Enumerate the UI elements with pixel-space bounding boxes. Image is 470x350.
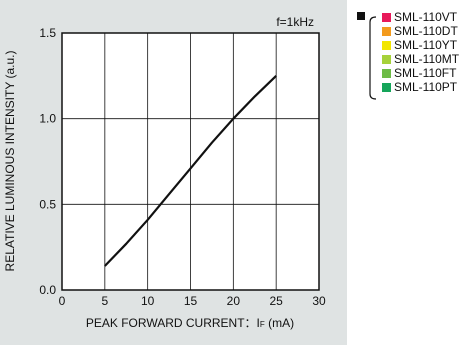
x-tick-label: 20	[227, 294, 241, 308]
x-tick-label: 10	[141, 294, 155, 308]
legend-swatch	[382, 26, 391, 36]
legend-label: SML-110MT	[394, 52, 460, 66]
legend: SML-110VT SML-110DT SML-110YT SML-110MT SML-…	[356, 10, 468, 110]
series-line	[104, 75, 277, 267]
x-tick-label: 30	[312, 294, 326, 308]
legend-swatch	[382, 68, 391, 78]
x-tick-labels: 0 5 10 15 20 25 30	[59, 294, 326, 308]
legend-swatch	[382, 54, 391, 64]
y-tick-label: 0.0	[39, 283, 56, 297]
x-tick-label: 0	[59, 294, 66, 308]
legend-label: SML-110DT	[394, 24, 458, 38]
x-tick-label: 15	[184, 294, 198, 308]
y-tick-labels: 0.0 0.5 1.0 1.5	[39, 26, 56, 297]
legend-item: SML-110PT	[382, 80, 457, 94]
y-tick-label: 1.0	[39, 112, 56, 126]
x-tick-label: 25	[269, 294, 283, 308]
legend-line-marker	[357, 12, 365, 20]
chart-svg: 0 5 10 15 20 25 30 0.0 0.5 1.0 1.5 f=1kHz RELATIV…	[3, 15, 326, 330]
legend-swatch	[382, 82, 391, 92]
y-axis-label: RELATIVE LUMINOUS INTENSITY (a.u.)	[3, 51, 17, 272]
legend-label: SML-110FT	[394, 66, 457, 80]
legend-label: SML-110PT	[394, 80, 458, 94]
legend-label: SML-110YT	[394, 38, 458, 52]
x-axis-label-main: PEAK FORWARD CURRENT：I	[86, 316, 260, 330]
legend-bracket	[369, 16, 377, 100]
chart-panel: 0 5 10 15 20 25 30 0.0 0.5 1.0 1.5 f=1kHz RELATIV…	[0, 0, 347, 345]
x-axis-label: PEAK FORWARD CURRENT：IF (mA)	[86, 316, 294, 330]
legend-item: SML-110DT	[382, 24, 458, 38]
y-tick-label: 1.5	[39, 26, 56, 40]
legend-item: SML-110FT	[382, 66, 456, 80]
annotation-frequency: f=1kHz	[276, 15, 314, 29]
legend-item: SML-110VT	[382, 10, 457, 24]
x-axis-label-unit: (mA)	[265, 316, 294, 330]
y-tick-label: 0.5	[39, 197, 56, 211]
legend-swatch	[382, 12, 391, 22]
x-axis-label-subscript: F	[260, 320, 265, 329]
legend-label: SML-110VT	[394, 10, 458, 24]
legend-swatch	[382, 40, 391, 50]
x-tick-label: 5	[101, 294, 108, 308]
legend-item: SML-110MT	[382, 52, 459, 66]
series-layer	[104, 75, 277, 267]
legend-graphics	[357, 12, 377, 100]
legend-item: SML-110YT	[382, 38, 457, 52]
